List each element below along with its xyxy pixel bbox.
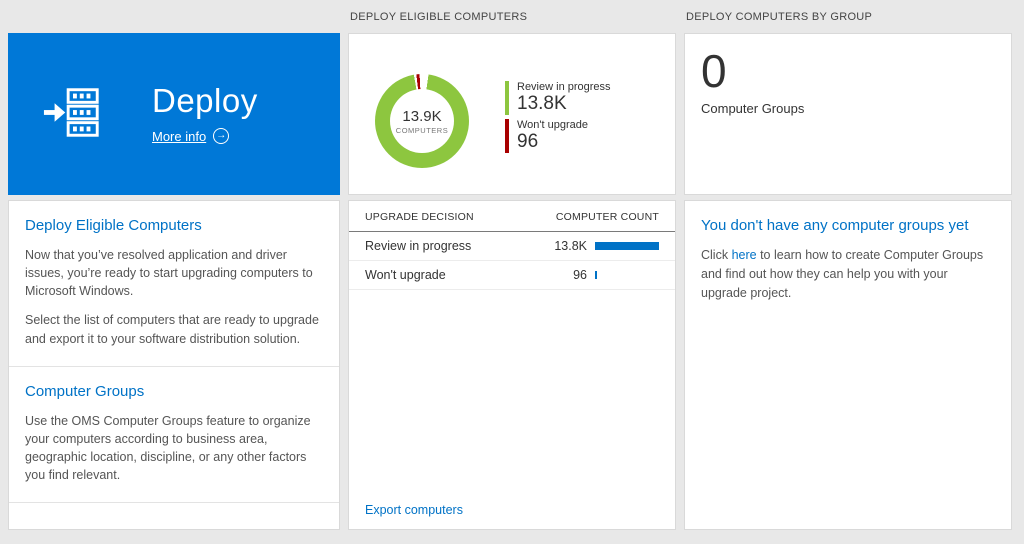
legend-item-review-in-progress: Review in progress 13.8K	[505, 81, 611, 115]
section-title: Computer Groups	[25, 382, 145, 400]
legend-label: Review in progress	[517, 81, 611, 94]
upgrade-decision-table: UPGRADE DECISION COMPUTER COUNT Review i…	[349, 201, 675, 290]
no-computer-groups-card: You don't have any computer groups yet C…	[684, 200, 1012, 530]
left-column-header	[8, 0, 340, 33]
legend-label: Won't upgrade	[517, 119, 589, 131]
empty-state-title: You don't have any computer groups yet	[701, 217, 969, 234]
more-info-link[interactable]: More info →	[152, 128, 230, 145]
computer-groups-count: 0	[701, 45, 727, 97]
legend-value: 13.8K	[517, 93, 567, 115]
right-column-header: DEPLOY COMPUTERS BY GROUP	[686, 10, 873, 23]
deploy-description-card: Deploy Eligible Computers Now that you’v…	[8, 200, 340, 530]
empty-text-after: to learn how to create Computer Groups a…	[701, 248, 984, 300]
count-bar-track	[595, 271, 659, 279]
upgrade-decision-table-card: UPGRADE DECISION COMPUTER COUNT Review i…	[348, 200, 676, 530]
table-header-row: UPGRADE DECISION COMPUTER COUNT	[349, 201, 675, 232]
here-link[interactable]: here	[731, 248, 757, 262]
donut-legend: Review in progress 13.8K Won't upgrade 9…	[505, 81, 611, 157]
empty-text-before: Click	[701, 248, 732, 262]
column-header-computer-count: COMPUTER COUNT	[555, 211, 659, 223]
donut-total-label: COMPUTERS	[395, 125, 449, 135]
count-bar-track	[595, 242, 659, 250]
export-computers-link[interactable]: Export computers	[365, 503, 463, 517]
middle-column-header: DEPLOY ELIGIBLE COMPUTERS	[350, 10, 528, 23]
arrow-right-icon: →	[213, 128, 230, 145]
section-computer-groups: Computer Groups Use the OMS Computer Gro…	[9, 367, 339, 504]
tile-title: Deploy	[152, 82, 258, 120]
count-cell: 96	[573, 268, 587, 282]
legend-value: 96	[517, 131, 539, 152]
donut-center: 13.9K COMPUTERS	[390, 89, 454, 153]
table-row[interactable]: Won't upgrade 96	[349, 261, 675, 290]
decision-cell: Won't upgrade	[365, 268, 446, 282]
computer-groups-count-label: Computer Groups	[701, 100, 805, 116]
deploy-tile-text: Deploy More info →	[152, 82, 258, 146]
count-bar	[595, 242, 659, 250]
right-column: DEPLOY COMPUTERS BY GROUP 0 Computer Gro…	[684, 0, 1012, 530]
empty-state-text: Click here to learn how to create Comput…	[701, 246, 995, 302]
donut-chart: 13.9K COMPUTERS	[375, 74, 469, 168]
deploy-tile[interactable]: Deploy More info →	[8, 33, 340, 195]
deploy-icon	[42, 81, 104, 148]
decision-cell: Review in progress	[365, 239, 472, 253]
legend-item-wont-upgrade: Won't upgrade 96	[505, 119, 611, 153]
count-bar	[595, 271, 597, 279]
left-column: Deploy More info → Deploy Eligible Compu…	[8, 0, 340, 530]
section-paragraph: Now that you’ve resolved application and…	[25, 248, 313, 299]
eligible-computers-donut-tile[interactable]: 13.9K COMPUTERS Review in progress 13.8K…	[348, 33, 676, 195]
section-deploy-eligible: Deploy Eligible Computers Now that you’v…	[9, 201, 339, 367]
computer-groups-count-tile[interactable]: 0 Computer Groups	[684, 33, 1012, 195]
section-paragraph: Use the OMS Computer Groups feature to o…	[25, 413, 311, 482]
table-row[interactable]: Review in progress 13.8K	[349, 232, 675, 261]
section-title: Deploy Eligible Computers	[25, 217, 202, 234]
section-paragraph: Select the list of computers that are re…	[25, 313, 319, 346]
more-info-label: More info	[152, 128, 207, 144]
middle-column: DEPLOY ELIGIBLE COMPUTERS 13.9K COMPUTER…	[348, 0, 676, 530]
count-cell: 13.8K	[554, 239, 587, 253]
deploy-dashboard: Deploy More info → Deploy Eligible Compu…	[8, 0, 1012, 530]
column-header-upgrade-decision: UPGRADE DECISION	[365, 211, 474, 223]
donut-total-value: 13.9K	[402, 107, 442, 125]
